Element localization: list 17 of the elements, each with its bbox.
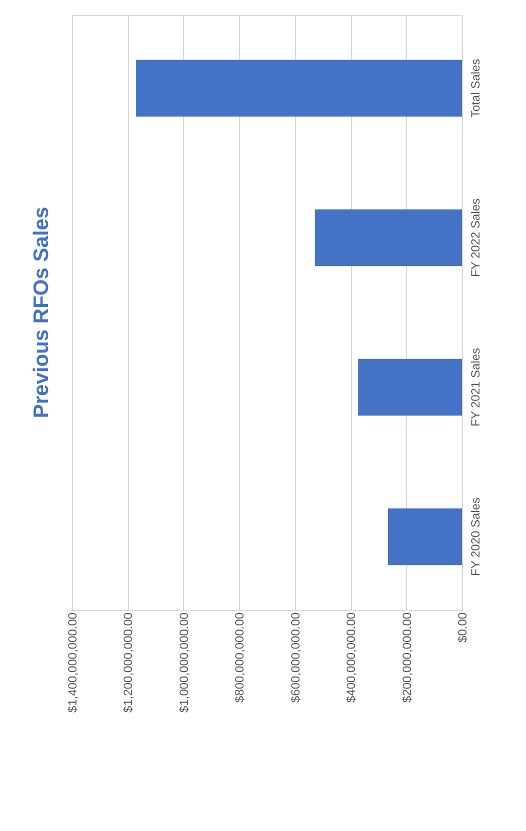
y-tick-label: FY 2021 Sales [468,348,482,426]
text: Previous RFOs Sales [30,206,53,418]
y-tick-label: FY 2020 Sales [468,497,482,576]
bar [136,60,462,117]
y-tick-label: Total Sales [468,58,482,118]
x-tick-label: $0.00 [456,612,470,643]
bar [358,358,462,416]
bar [314,209,462,266]
y-tick-label: FY 2022 Sales [468,198,482,277]
bar [388,508,462,566]
x-tick-label: $600,000,000.00 [288,612,302,703]
x-tick-label: $800,000,000.00 [232,612,247,703]
x-tick-label: $1,000,000,000.00 [176,612,191,713]
x-tick-label: $400,000,000.00 [344,612,358,703]
x-tick-label: $200,000,000.00 [400,612,414,703]
x-tick-label: $1,200,000,000.00 [121,612,136,713]
x-tick-label: $1,400,000,000.00 [66,612,80,713]
